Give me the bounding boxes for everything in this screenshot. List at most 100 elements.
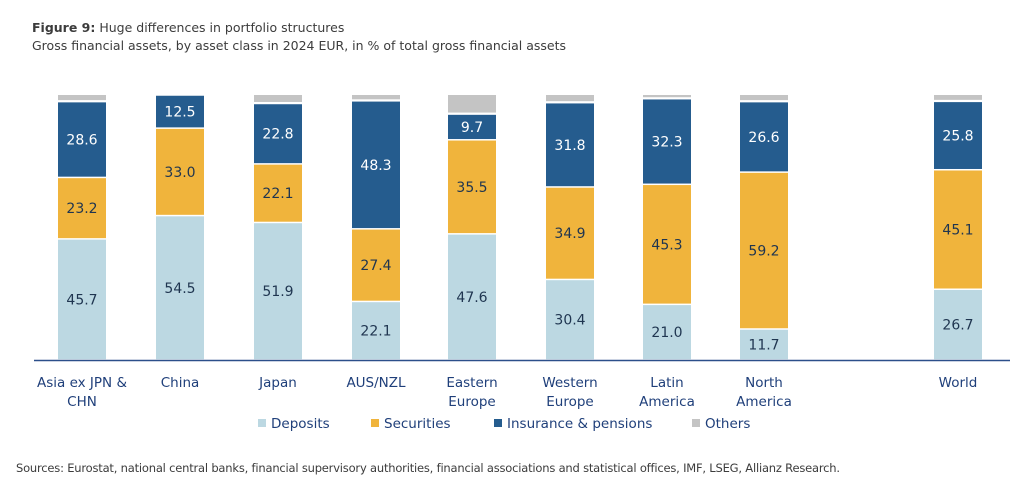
data-label: 48.3 — [360, 158, 391, 174]
legend-label: Securities — [384, 416, 451, 432]
bar-segment-insurance-pensions — [352, 101, 400, 229]
bar-segment-deposits — [448, 234, 496, 360]
bar-stack: 51.9 22.1 22.8 — [254, 95, 302, 360]
legend-label: Others — [705, 416, 750, 432]
bar-stack: 54.5 33.0 12.5 — [156, 95, 204, 360]
bar-segment-insurance-pensions — [448, 114, 496, 140]
data-label: 22.1 — [262, 186, 293, 202]
data-label: 28.6 — [66, 133, 97, 149]
bar-segment-securities — [740, 172, 788, 329]
category-label-line: Eastern — [446, 375, 497, 391]
title-text: Huge differences in portfolio structures — [99, 20, 345, 35]
category-label-line: America — [639, 394, 695, 410]
source-note: Sources: Eurostat, national central bank… — [16, 461, 840, 475]
data-label: 45.3 — [651, 237, 682, 253]
bar-segment-others — [58, 95, 106, 101]
category-label: Latin America — [639, 375, 695, 410]
data-label: 51.9 — [262, 284, 293, 300]
data-label: 32.3 — [651, 135, 682, 151]
bar-segment-securities — [448, 140, 496, 234]
category-label-line: America — [736, 394, 792, 410]
data-label: 31.8 — [554, 138, 585, 154]
bar-stack: 21.0 45.3 32.3 — [643, 95, 691, 360]
data-label: 35.5 — [456, 180, 487, 196]
data-label: 30.4 — [554, 313, 585, 329]
chart-subtitle: Gross financial assets, by asset class i… — [32, 38, 567, 53]
category-label: Eastern Europe — [446, 375, 497, 410]
legend-label: Insurance & pensions — [507, 416, 652, 432]
bar-segment-others — [934, 95, 982, 100]
category-label: North America — [736, 375, 792, 410]
bar-segment-others — [448, 95, 496, 113]
bar-segment-securities — [156, 128, 204, 215]
category-label-line: China — [161, 375, 200, 391]
bar-segment-deposits — [352, 302, 400, 360]
bar-segment-securities — [546, 187, 594, 279]
data-label: 22.1 — [360, 324, 391, 340]
bar-segment-securities — [352, 229, 400, 301]
bar-segment-insurance-pensions — [58, 102, 106, 177]
category-label: Asia ex JPN & CHN — [37, 375, 127, 410]
bar-segment-others — [643, 95, 691, 98]
bar-segment-insurance-pensions — [254, 104, 302, 164]
bar-stack: 26.7 45.1 25.8 — [934, 95, 982, 360]
bar-stack: 47.6 35.5 9.7 — [448, 95, 496, 360]
category-label-line: Asia ex JPN & — [37, 375, 127, 391]
bar-segment-insurance-pensions — [156, 95, 204, 128]
bar-stack: 30.4 34.9 31.8 — [546, 95, 594, 360]
legend-swatch — [494, 419, 502, 427]
bar-segment-others — [352, 95, 400, 100]
data-label: 45.1 — [942, 222, 973, 238]
bar-segment-deposits — [254, 223, 302, 360]
data-label: 25.8 — [942, 129, 973, 145]
category-label: China — [161, 375, 200, 391]
category-label: AUS/NZL — [346, 375, 406, 391]
data-label: 21.0 — [651, 325, 682, 341]
category-label-line: Japan — [258, 375, 297, 391]
data-label: 27.4 — [360, 258, 391, 274]
bar-segment-securities — [643, 185, 691, 304]
data-label: 11.7 — [748, 337, 779, 353]
bar-stack: 22.1 27.4 48.3 — [352, 95, 400, 360]
data-label: 47.6 — [456, 290, 487, 306]
data-label: 54.5 — [164, 281, 195, 297]
bar-segment-deposits — [58, 239, 106, 360]
category-label-line: CHN — [67, 394, 97, 410]
legend-label: Deposits — [271, 416, 330, 432]
data-label: 26.6 — [748, 130, 779, 146]
bar-segment-others — [740, 95, 788, 101]
legend-swatch — [258, 419, 266, 427]
bar-segment-deposits — [643, 305, 691, 360]
bar-segment-deposits — [934, 289, 982, 360]
category-label-line: Western — [542, 375, 597, 391]
chart-title: Figure 9: Huge differences in portfolio … — [32, 19, 344, 37]
figure-label: Figure 9: — [32, 20, 96, 35]
data-label: 12.5 — [164, 105, 195, 121]
bar-segment-deposits — [156, 216, 204, 360]
category-label-line: Europe — [546, 394, 593, 410]
bar-segment-securities — [934, 170, 982, 289]
category-label: World — [939, 375, 978, 391]
bar-stack: 11.7 59.2 26.6 — [740, 95, 788, 360]
bar-segment-securities — [254, 164, 302, 222]
data-label: 26.7 — [942, 318, 973, 334]
data-label: 59.2 — [748, 244, 779, 260]
data-label: 33.0 — [164, 165, 195, 181]
category-label: Western Europe — [542, 375, 597, 410]
data-label: 23.2 — [66, 201, 97, 217]
bar-segment-deposits — [546, 280, 594, 360]
data-label: 9.7 — [461, 120, 483, 136]
bar-segment-insurance-pensions — [643, 99, 691, 184]
data-label: 22.8 — [262, 127, 293, 143]
bar-segment-insurance-pensions — [934, 102, 982, 169]
category-label-line: North — [745, 375, 783, 391]
data-label: 34.9 — [554, 226, 585, 242]
category-label-line: Europe — [448, 394, 495, 410]
bar-stack: 45.7 23.2 28.6 — [58, 95, 106, 360]
bar-segment-others — [254, 95, 302, 102]
bar-segment-others — [546, 95, 594, 102]
legend-swatch — [371, 419, 379, 427]
legend-swatch — [692, 419, 700, 427]
data-label: 45.7 — [66, 292, 97, 308]
